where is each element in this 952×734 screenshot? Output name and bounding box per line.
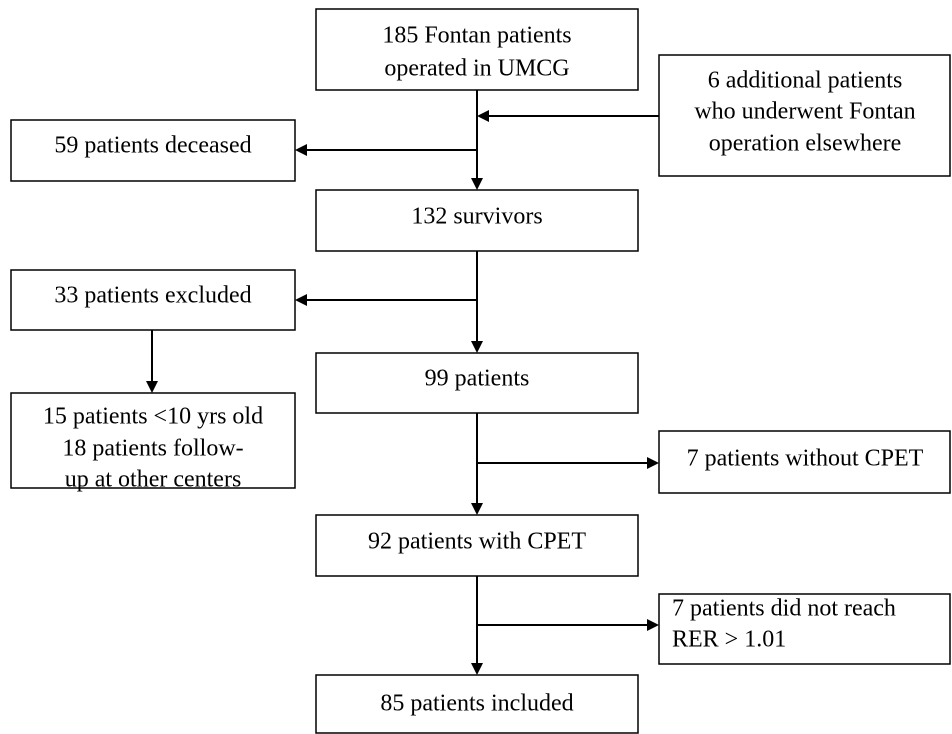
box-text: 92 patients with CPET xyxy=(368,529,586,555)
box-text: 6 additional patients xyxy=(708,68,903,94)
box-text: operated in UMCG xyxy=(384,56,569,82)
box xyxy=(658,54,951,177)
arrow-head xyxy=(146,381,158,393)
box-text: 132 survivors xyxy=(411,204,542,230)
box-text: 185 Fontan patients xyxy=(382,23,571,49)
arrow-head xyxy=(471,503,483,515)
box xyxy=(10,269,296,331)
box xyxy=(315,189,639,252)
box xyxy=(315,674,639,734)
arrow-head xyxy=(471,341,483,353)
box xyxy=(315,514,639,577)
box-text: up at other centers xyxy=(65,467,242,493)
box xyxy=(315,8,639,91)
box-text: 85 patients included xyxy=(380,691,573,717)
box-text: operation elsewhere xyxy=(709,131,902,157)
connectors xyxy=(146,90,659,675)
arrow-head xyxy=(471,178,483,190)
box xyxy=(10,119,296,182)
arrow-head xyxy=(477,110,489,122)
box-text: 33 patients excluded xyxy=(54,283,251,309)
box-text: 18 patients follow- xyxy=(62,436,243,462)
box-text: 7 patients without CPET xyxy=(687,446,924,472)
box-text: RER > 1.01 xyxy=(672,627,786,653)
box-text: 99 patients xyxy=(425,366,530,392)
arrow-head xyxy=(647,457,659,469)
box-text: 7 patients did not reach xyxy=(672,596,896,622)
box-text: who underwent Fontan xyxy=(694,99,915,125)
arrow-head xyxy=(471,663,483,675)
box-text: 59 patients deceased xyxy=(54,133,251,159)
box xyxy=(315,352,639,414)
box xyxy=(658,430,951,494)
box-text: 15 patients <10 yrs old xyxy=(43,404,263,430)
box xyxy=(658,593,951,665)
box xyxy=(10,392,296,489)
arrow-head xyxy=(295,144,307,156)
arrow-head xyxy=(647,619,659,631)
arrow-head xyxy=(295,294,307,306)
